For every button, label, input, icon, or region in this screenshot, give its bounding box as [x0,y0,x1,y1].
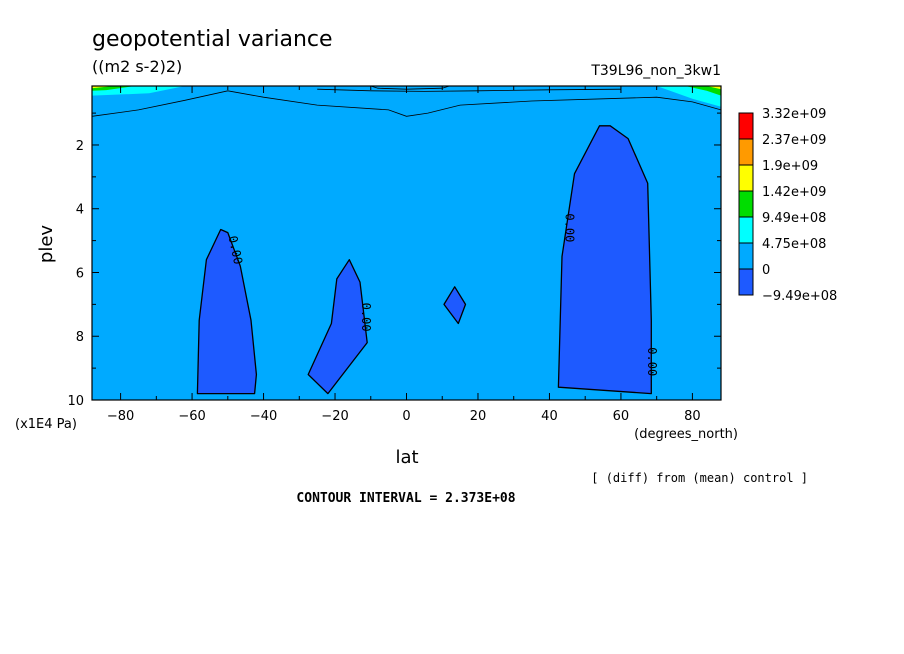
colorbar-swatch-4 [738,216,754,244]
colorbar-swatch-3 [738,190,754,218]
x-axis-title: lat [395,447,418,468]
contour-region-0 [196,228,258,395]
contour-region-3 [557,125,652,395]
contour-region-2 [443,286,467,325]
x-tick-label-5: 20 [470,409,487,424]
y-tick-label-0: 2 [76,139,84,154]
colorbar-swatch-6 [738,268,754,296]
y-tick-label-4: 10 [67,394,84,409]
x-tick-label-0: −80 [107,409,134,424]
y-tick-label-3: 8 [76,330,84,345]
y-tick-label-2: 6 [76,266,84,281]
x-tick-label-4: 0 [402,409,410,424]
colorbar-swatch-1 [738,138,754,166]
contour-line-0 [92,90,721,117]
contour-regions [92,86,721,400]
contour-labels: 0.00 0.00 0.00 0.00 [226,213,659,376]
y-axis-title: plev [36,225,57,264]
colorbar-label-0: 3.32e+09 [762,107,826,122]
colorbar-swatch-2 [738,164,754,192]
x-tick-label-2: −40 [250,409,277,424]
contour-region-1 [307,259,368,395]
colorbar: 3.32e+09 2.37e+09 1.9e+09 1.42e+09 9.49e+08 4… [738,107,837,304]
contour-region-6 [656,86,721,107]
colorbar-label-4: 9.49e+08 [762,211,826,226]
colorbar-label-1: 2.37e+09 [762,133,826,148]
contour-interval: CONTOUR INTERVAL = 2.373E+08 [296,491,515,506]
contour-region-8 [685,86,721,96]
colorbar-swatch-0 [738,112,754,140]
contour-label-1: 0.00 [359,303,373,332]
plot-area [92,86,721,400]
colorbar-label-5: 4.75e+08 [762,237,826,252]
axis-ticks: −80 −60 −40 −20 0 20 40 60 80 2 4 6 8 10 [67,86,721,424]
contour-region-10 [706,86,721,90]
colorbar-label-6: 0 [762,263,770,278]
x-tick-label-7: 60 [613,409,630,424]
y-tick-label-1: 4 [76,203,84,218]
x-tick-label-8: 80 [684,409,701,424]
colorbar-label-3: 1.42e+09 [762,185,826,200]
contour-region-7 [92,86,135,91]
contour-label-3: 0.00 [645,347,659,376]
colorbar-label-2: 1.9e+09 [762,159,818,174]
y-units-label: (x1E4 Pa) [15,417,77,432]
contour-label-0: 0.00 [226,234,246,265]
chart-title: geopotential variance [92,27,333,52]
x-tick-label-3: −20 [321,409,348,424]
contour-label-2: 0.00 [563,213,577,242]
x-tick-label-1: −60 [178,409,205,424]
contour-line-1 [317,88,621,92]
chart-units: ((m2 s-2)2) [92,57,182,76]
footnote: [ (diff) from (mean) control ] [591,471,808,485]
run-label: T39L96_non_3kw1 [590,63,721,79]
colorbar-swatch-5 [738,242,754,270]
colorbar-label-7: −9.49e+08 [762,289,837,304]
x-units-label: (degrees_north) [634,427,738,442]
x-tick-label-6: 40 [541,409,558,424]
